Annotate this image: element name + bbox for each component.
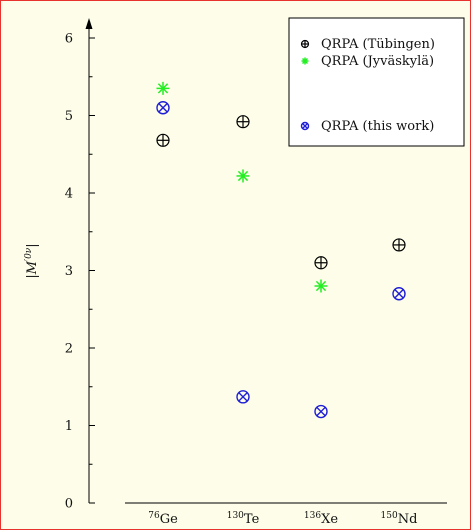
x-category-label-mass: 76 (148, 511, 160, 521)
x-category-label: 76Ge (148, 511, 178, 527)
x-category-label-element: Ge (160, 512, 178, 527)
y-tick-label: 6 (65, 32, 73, 47)
data-point-3-136Xe (314, 404, 328, 419)
y-axis-arrow (85, 18, 93, 29)
x-category-label: 150Nd (381, 511, 418, 527)
data-marks (156, 81, 406, 419)
legend-marker-2 (301, 57, 309, 65)
data-point-1-130Te (236, 115, 250, 129)
legend: QRPA (Tübingen) QRPA (Jyväskylä) QRPA (thi… (288, 17, 465, 147)
data-point-2-136Xe (314, 279, 328, 293)
legend-label-3: QRPA (this work) (321, 119, 434, 134)
x-category-label: 136Xe (304, 511, 338, 527)
y-label-bar-left: | (25, 274, 40, 278)
data-point-2-130Te (236, 169, 250, 183)
data-point-2-76Ge (156, 81, 170, 95)
x-category-label-mass: 150 (381, 511, 398, 521)
data-point-1-136Xe (314, 256, 328, 270)
y-label-sup: ′0ν (24, 247, 34, 261)
x-category-label-mass: 130 (227, 511, 244, 521)
x-category-label: 130Te (227, 511, 260, 527)
y-tick-label: 1 (65, 419, 73, 434)
legend-label-1: QRPA (Tübingen) (321, 37, 435, 52)
x-category-label-mass: 136 (304, 511, 321, 521)
x-category-label-element: Nd (398, 512, 418, 527)
y-tick-label: 4 (65, 187, 73, 202)
x-category-label-element: Xe (321, 512, 338, 527)
legend-box (288, 17, 465, 147)
y-label-bar-right: | (25, 243, 40, 247)
data-point-3-150Nd (392, 287, 406, 301)
data-point-3-76Ge (156, 101, 170, 115)
legend-marker-3 (300, 121, 310, 131)
legend-label-2: QRPA (Jyväskylä) (321, 54, 434, 69)
x-category-label-element: Te (244, 512, 260, 527)
y-tick-label: 5 (65, 109, 73, 124)
data-point-3-130Te (236, 390, 250, 404)
data-point-1-76Ge (156, 133, 170, 147)
y-tick-label: 0 (65, 497, 73, 512)
y-tick-label: 2 (65, 342, 73, 357)
y-tick-label: 3 (65, 264, 73, 279)
y-axis-label: |M′0ν| (24, 243, 40, 278)
legend-marker-1 (300, 39, 310, 49)
data-point-1-150Nd (392, 238, 406, 252)
y-label-base: M (25, 260, 40, 275)
